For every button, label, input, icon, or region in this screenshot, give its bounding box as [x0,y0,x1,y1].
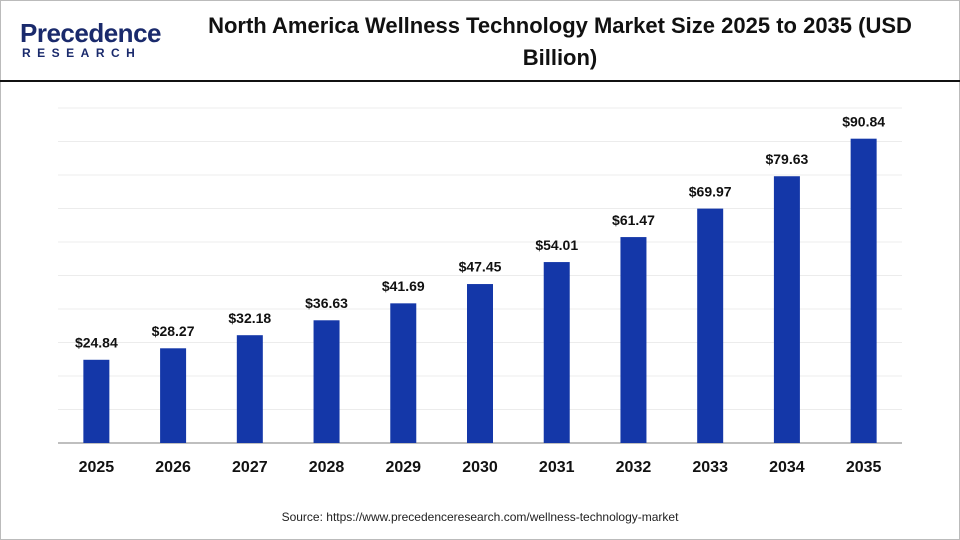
data-label: $79.63 [765,151,808,167]
x-tick-label: 2031 [539,459,575,476]
bar [620,237,647,443]
x-tick-label: 2035 [846,459,882,476]
data-label: $47.45 [459,259,502,275]
data-label: $32.18 [228,310,271,326]
x-tick-label: 2026 [155,459,191,476]
bar [236,335,263,443]
x-tick-label: 2029 [385,459,421,476]
x-tick-label: 2033 [692,459,728,476]
data-label: $36.63 [305,295,348,311]
data-label: $24.84 [75,334,118,350]
x-tick-label: 2028 [309,459,345,476]
data-label: $41.69 [382,278,425,294]
data-label: $28.27 [152,323,195,339]
data-label: $69.97 [689,183,732,199]
bar [543,262,570,443]
chart-title: North America Wellness Technology Market… [208,13,912,70]
bar [83,359,110,443]
data-label: $54.01 [535,237,578,253]
bar [697,208,724,443]
data-label: $90.84 [842,113,885,129]
source-note: Source: https://www.precedenceresearch.c… [281,510,679,524]
bar [160,348,187,443]
bar [313,320,340,443]
bar [390,303,417,443]
x-tick-label: 2027 [232,459,268,476]
logo-name: Precedence [20,18,161,48]
x-tick-label: 2034 [769,459,805,476]
x-tick-label: 2025 [79,459,115,476]
bar [467,284,493,443]
data-label: $61.47 [612,212,655,228]
x-tick-label: 2032 [616,459,652,476]
x-tick-label: 2030 [462,459,498,476]
bar [773,176,800,443]
bar [850,138,877,443]
logo-tagline: RESEARCH [22,46,142,60]
header-rule [0,80,960,82]
